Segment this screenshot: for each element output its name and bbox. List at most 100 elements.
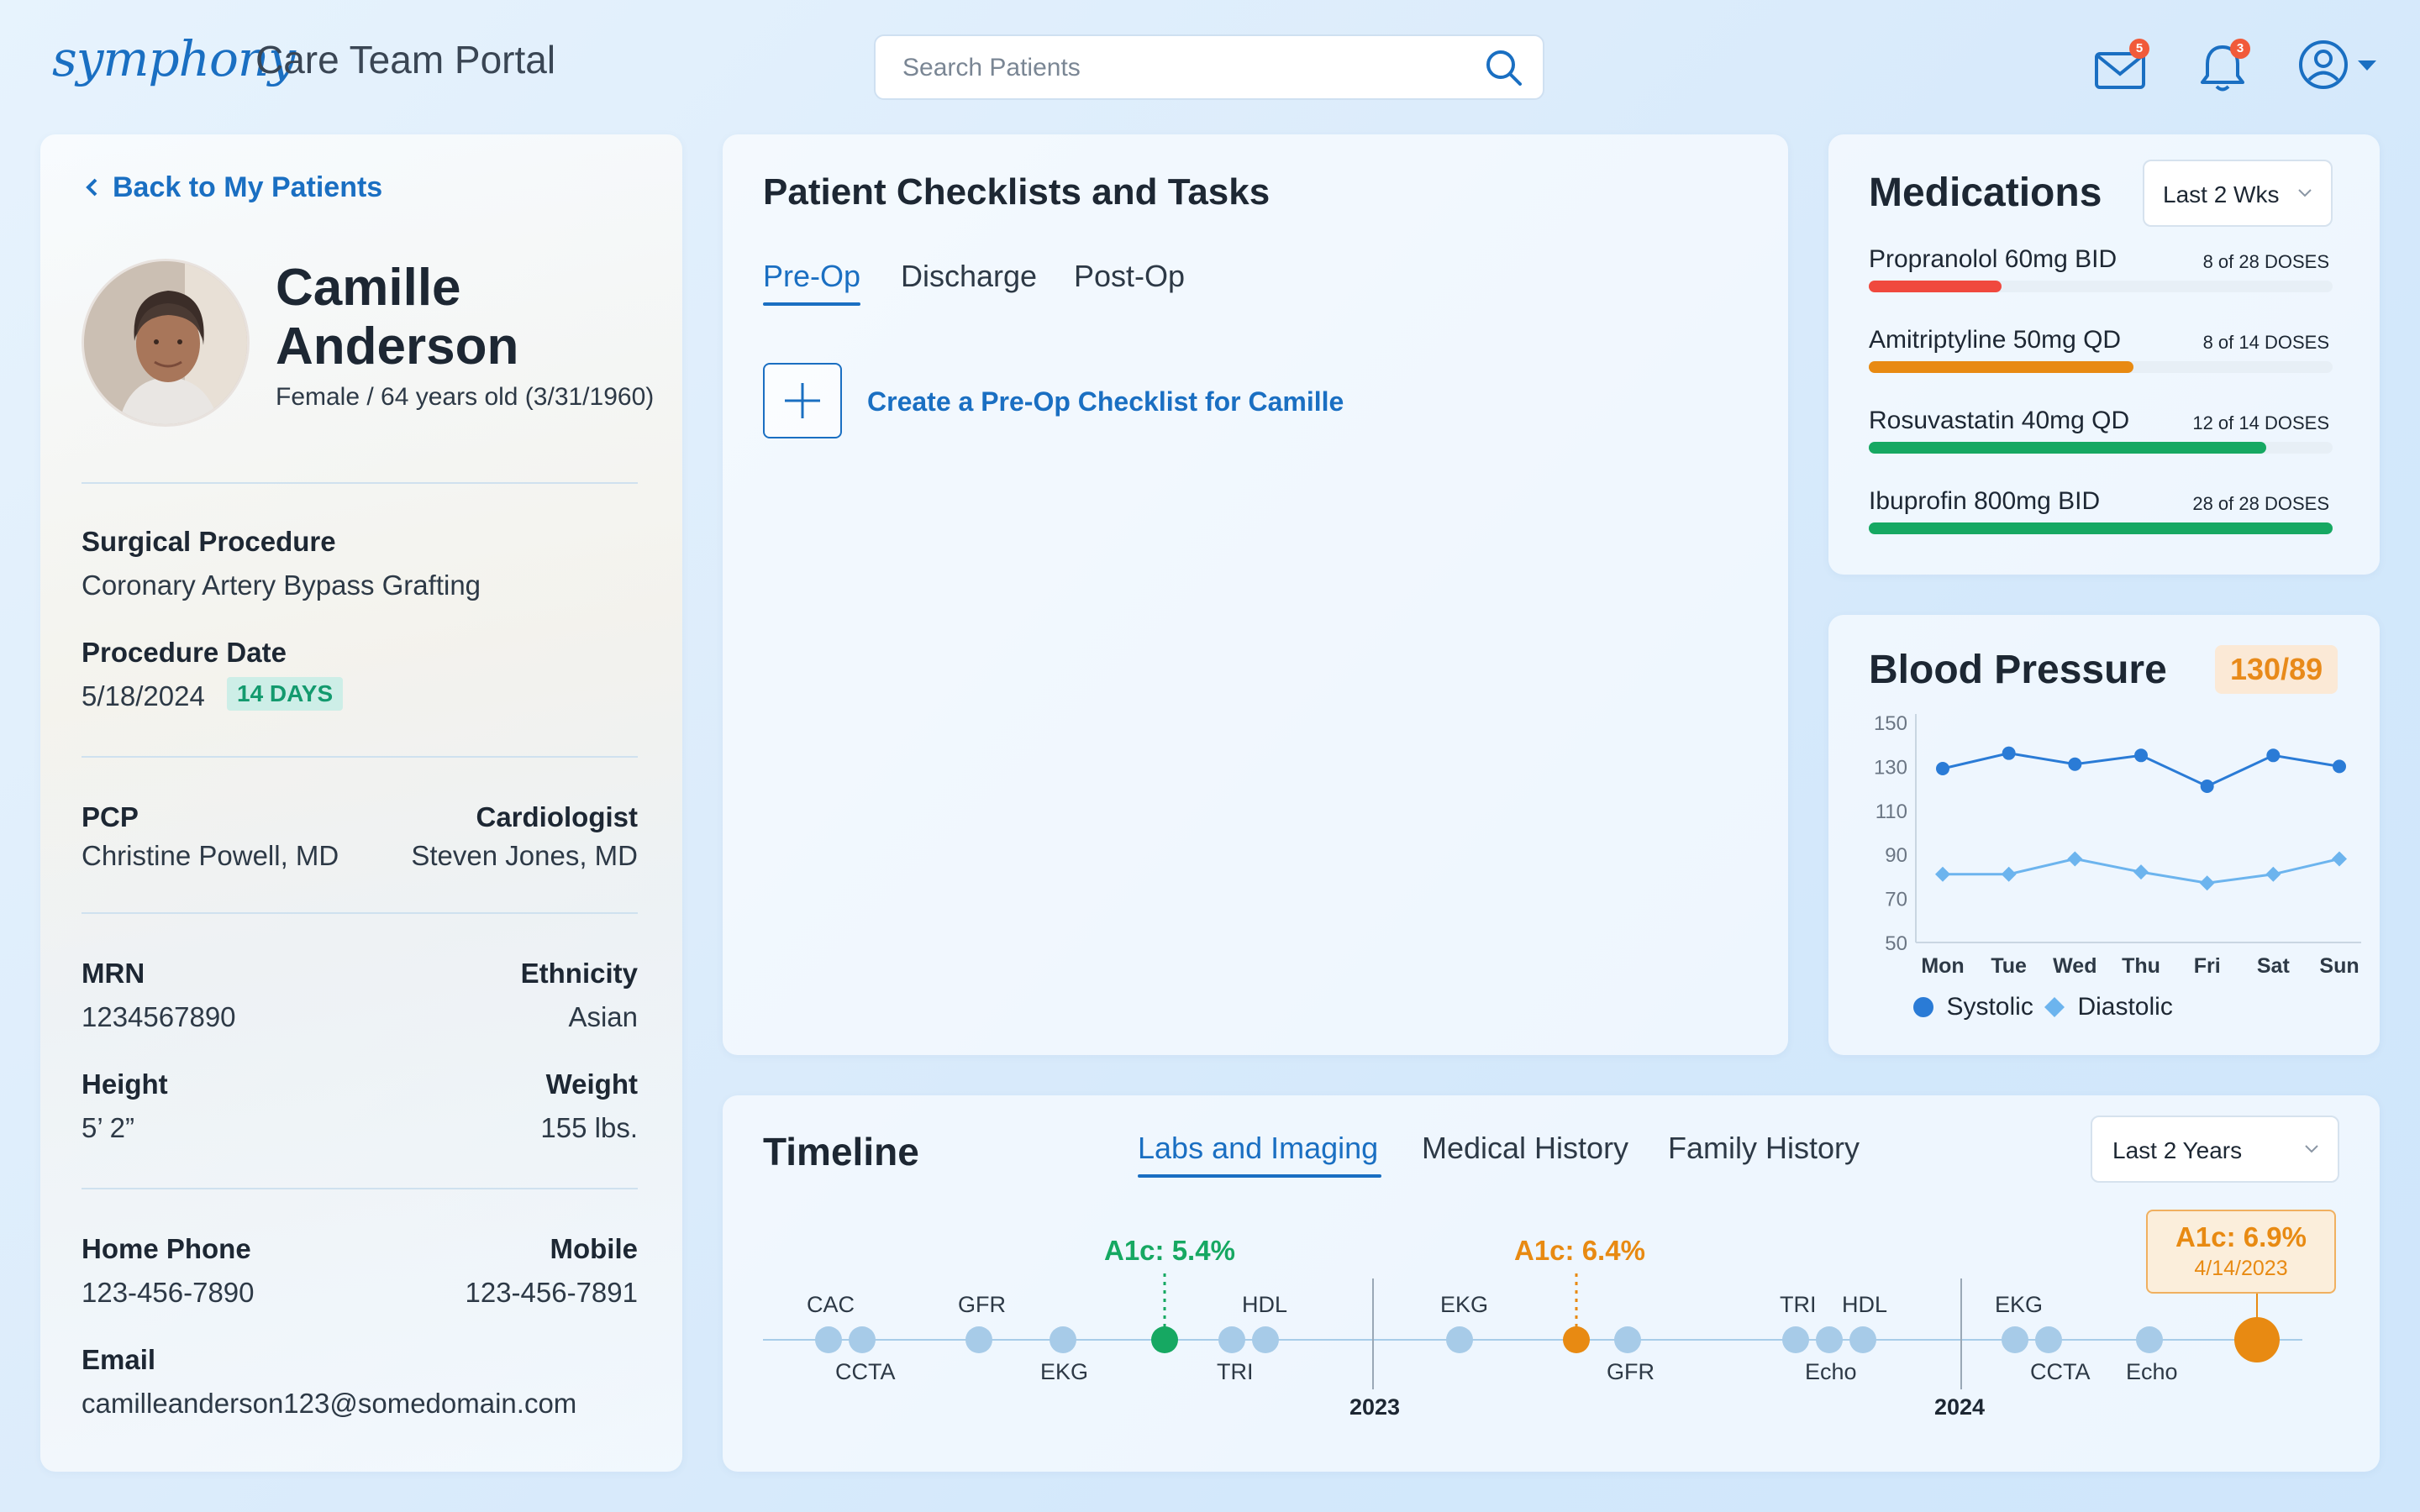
medication-adherence-fill bbox=[1869, 522, 2333, 534]
divider bbox=[82, 756, 638, 758]
search-icon[interactable] bbox=[1484, 48, 1524, 88]
x-tick-label: Wed bbox=[2053, 954, 2096, 978]
legend-diastolic: Diastolic bbox=[2044, 993, 2173, 1021]
event-label-gfr: GFR bbox=[958, 1292, 1006, 1317]
medication-doses: 8 of 14 DOSES bbox=[2202, 332, 2329, 353]
notifications-count-badge: 3 bbox=[2230, 39, 2250, 59]
event-label-tri: TRI bbox=[1217, 1359, 1254, 1384]
tab-labs-and-imaging[interactable]: Labs and Imaging bbox=[1138, 1131, 1379, 1165]
event-marker[interactable] bbox=[1252, 1326, 1279, 1353]
timeline-range-value: Last 2 Years bbox=[2112, 1137, 2243, 1163]
medication-adherence-fill bbox=[1869, 442, 2267, 454]
event-marker[interactable] bbox=[1614, 1326, 1641, 1353]
event-marker[interactable] bbox=[1050, 1326, 1076, 1353]
create-checklist-link[interactable]: Create a Pre-Op Checklist for Camille bbox=[867, 386, 1344, 417]
tab-post-op[interactable]: Post-Op bbox=[1074, 259, 1186, 293]
add-checklist-button[interactable] bbox=[763, 363, 842, 438]
medication-doses: 8 of 28 DOSES bbox=[2202, 251, 2329, 272]
user-menu-button[interactable] bbox=[2297, 39, 2381, 91]
user-avatar-icon bbox=[2299, 40, 2348, 89]
divider bbox=[82, 912, 638, 914]
event-marker[interactable] bbox=[2035, 1326, 2062, 1353]
medications-range-select[interactable]: Last 2 Wks bbox=[2143, 160, 2333, 227]
event-label-ekg: EKG bbox=[1995, 1292, 2044, 1317]
event-marker[interactable] bbox=[1849, 1326, 1876, 1353]
event-marker[interactable] bbox=[815, 1326, 842, 1353]
event-marker[interactable] bbox=[849, 1326, 876, 1353]
y-tick-label: 150 bbox=[1874, 712, 1907, 735]
notifications-button[interactable]: 3 bbox=[2196, 39, 2250, 94]
weight-value: 155 lbs. bbox=[540, 1112, 638, 1143]
checklists-card bbox=[723, 134, 1788, 1055]
app-logo[interactable]: symphony bbox=[52, 30, 296, 87]
event-marker[interactable] bbox=[965, 1326, 992, 1353]
a1c-callout: A1c: 6.9% 4/14/2023 bbox=[2146, 1210, 2336, 1294]
email-label: Email bbox=[82, 1344, 156, 1375]
tab-discharge[interactable]: Discharge bbox=[901, 259, 1038, 293]
event-label-ccta: CCTA bbox=[2030, 1359, 2091, 1384]
messages-count-badge: 5 bbox=[2129, 39, 2149, 59]
blood-pressure-title: Blood Pressure bbox=[1869, 648, 2167, 692]
chevron-down-icon bbox=[2298, 189, 2312, 197]
medication-adherence-bar bbox=[1869, 522, 2333, 534]
y-tick-label: 50 bbox=[1885, 932, 1907, 955]
event-label-ccta: CCTA bbox=[835, 1359, 896, 1384]
medication-doses: 28 of 28 DOSES bbox=[2192, 493, 2329, 514]
tab-medical-history[interactable]: Medical History bbox=[1422, 1131, 1629, 1165]
surgical-procedure-value: Coronary Artery Bypass Grafting bbox=[82, 570, 481, 601]
tab-pre-op[interactable]: Pre-Op bbox=[763, 259, 861, 293]
systolic-point bbox=[2266, 748, 2281, 763]
event-marker[interactable] bbox=[1446, 1326, 1473, 1353]
event-marker[interactable] bbox=[1782, 1326, 1809, 1353]
a1c-highlight-label: A1c: 6.4% bbox=[1514, 1235, 1645, 1266]
tab-family-history[interactable]: Family History bbox=[1668, 1131, 1860, 1165]
email-value[interactable]: camilleanderson123@somedomain.com bbox=[82, 1388, 577, 1419]
mobile-value[interactable]: 123-456-7891 bbox=[465, 1277, 638, 1308]
medications-range-value: Last 2 Wks bbox=[2163, 181, 2280, 207]
height-value: 5’ 2” bbox=[82, 1112, 134, 1143]
diastolic-point bbox=[1935, 866, 1950, 882]
procedure-date-label: Procedure Date bbox=[82, 637, 287, 668]
a1c-event-marker[interactable] bbox=[1563, 1326, 1590, 1353]
messages-button[interactable]: 5 bbox=[2094, 39, 2149, 91]
event-marker[interactable] bbox=[1816, 1326, 1843, 1353]
legend-systolic: Systolic bbox=[1912, 993, 2033, 1021]
back-label: Back to My Patients bbox=[113, 171, 383, 203]
selected-a1c-event-marker[interactable] bbox=[2234, 1317, 2280, 1362]
ethnicity-value: Asian bbox=[568, 1001, 638, 1032]
event-label-echo: Echo bbox=[2126, 1359, 2178, 1384]
patient-first-name: Camille bbox=[276, 259, 461, 317]
diastolic-point bbox=[2067, 851, 2083, 867]
diastolic-point bbox=[2001, 866, 2017, 882]
mrn-value: 1234567890 bbox=[82, 1001, 236, 1032]
mobile-label: Mobile bbox=[550, 1233, 639, 1264]
a1c-event-marker[interactable] bbox=[1151, 1326, 1178, 1353]
medication-adherence-bar bbox=[1869, 442, 2333, 454]
search-input[interactable] bbox=[901, 36, 1450, 100]
a1c-callout-value: A1c: 6.9% bbox=[2175, 1221, 2307, 1252]
event-marker[interactable] bbox=[2136, 1326, 2163, 1353]
home-phone-value[interactable]: 123-456-7890 bbox=[82, 1277, 255, 1308]
legend-diastolic-label: Diastolic bbox=[2077, 993, 2173, 1021]
y-tick-label: 110 bbox=[1876, 801, 1907, 823]
medication-name: Propranolol 60mg BID bbox=[1869, 245, 2118, 273]
timeline-events bbox=[815, 1326, 2163, 1353]
back-to-patients-link[interactable]: Back to My Patients bbox=[86, 171, 382, 204]
systolic-point bbox=[2068, 757, 2082, 771]
medication-name: Ibuprofin 800mg BID bbox=[1869, 487, 2101, 515]
divider bbox=[82, 1188, 638, 1189]
event-marker[interactable] bbox=[1218, 1326, 1245, 1353]
diastolic-point bbox=[2199, 875, 2215, 891]
timeline-range-select[interactable]: Last 2 Years bbox=[2091, 1116, 2339, 1183]
medication-adherence-bar bbox=[1869, 281, 2333, 292]
weight-label: Weight bbox=[545, 1068, 638, 1100]
medication-adherence-bar bbox=[1869, 361, 2333, 373]
event-label-ekg: EKG bbox=[1040, 1359, 1089, 1384]
chevron-left-icon bbox=[86, 171, 97, 204]
chevron-down-icon bbox=[2305, 1145, 2318, 1153]
event-label-hdl: HDL bbox=[1242, 1292, 1288, 1317]
event-marker[interactable] bbox=[2002, 1326, 2028, 1353]
pcp-label: PCP bbox=[82, 801, 139, 832]
home-phone-label: Home Phone bbox=[82, 1233, 251, 1264]
x-tick-label: Tue bbox=[1991, 954, 2027, 978]
